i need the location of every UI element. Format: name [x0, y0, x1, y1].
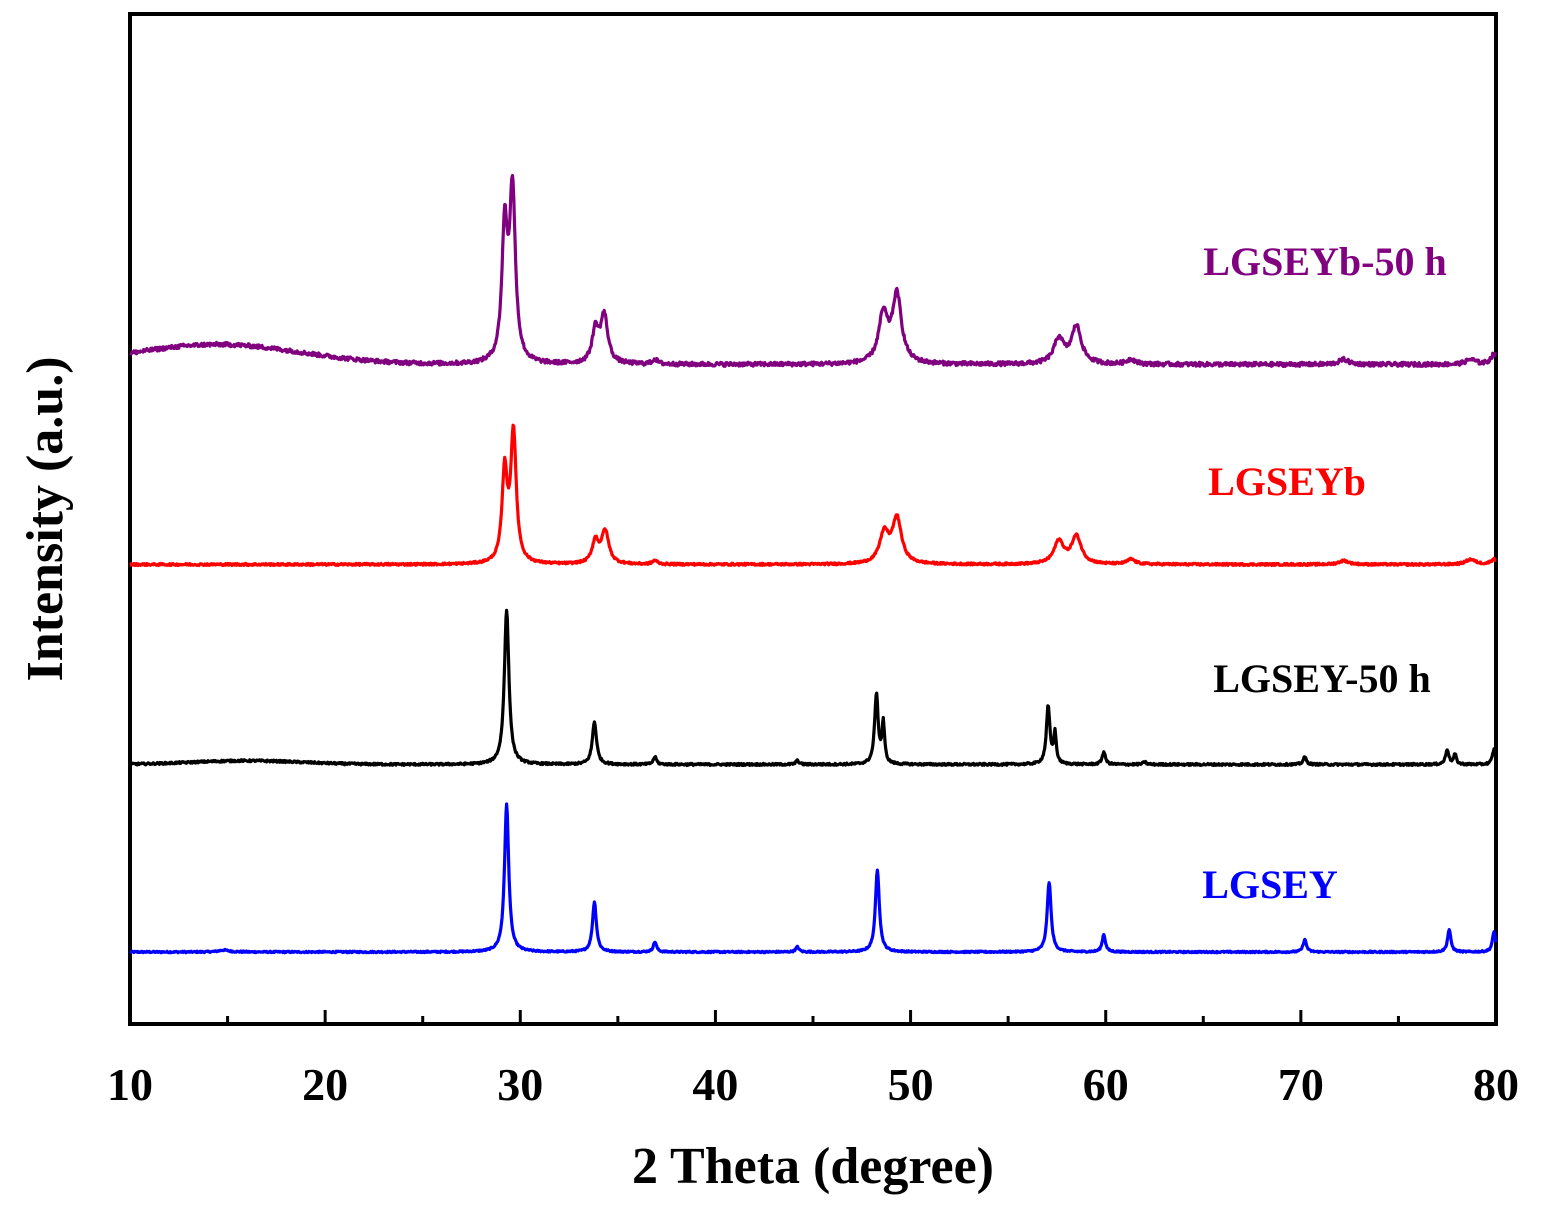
- series-line-lgseyb: [129, 423, 1497, 568]
- x-tick-label: 70: [1278, 1059, 1324, 1110]
- x-tick-label: 20: [302, 1059, 348, 1110]
- x-tick-label: 80: [1473, 1059, 1519, 1110]
- series-label-lgseyb-50-h: LGSEYb-50 h: [1203, 239, 1446, 284]
- x-axis-title: 2 Theta (degree): [632, 1138, 994, 1195]
- series-curves: [128, 173, 1498, 955]
- series-line-lgseyb-50-h: [129, 173, 1498, 368]
- y-axis-title: Intensity (a.u.): [17, 356, 74, 681]
- series-line-lgsey: [128, 802, 1498, 955]
- series-label-lgseyb: LGSEYb: [1208, 459, 1366, 504]
- x-tick-label: 30: [497, 1059, 543, 1110]
- series-label-lgsey-50-h: LGSEY-50 h: [1213, 656, 1431, 701]
- series-labels: LGSEY LGSEY-50 h LGSEYb LGSEYb-50 h: [1202, 239, 1447, 907]
- series-label-lgsey: LGSEY: [1202, 862, 1338, 907]
- x-tick-label: 60: [1083, 1059, 1129, 1110]
- x-tick-label: 10: [107, 1059, 153, 1110]
- x-tick-label: 50: [888, 1059, 934, 1110]
- x-tick-label: 40: [692, 1059, 738, 1110]
- x-axis-ticks: 10 20 30 40 50 60 70 80: [107, 1010, 1519, 1110]
- series-line-lgsey-50-h: [128, 608, 1498, 768]
